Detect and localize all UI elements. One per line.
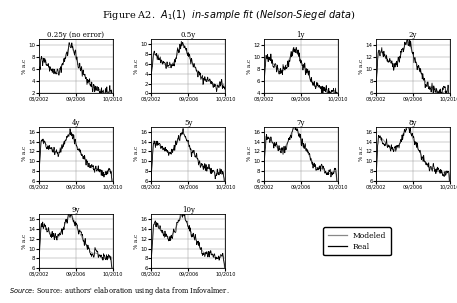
Title: 0.5y: 0.5y xyxy=(181,31,196,39)
Text: Figure A2.  $A_1(1)$  $\it{in}$-$\it{sample}$ $\it{fit}$ ($\it{Nelson}$-$\it{Sie: Figure A2. $A_1(1)$ $\it{in}$-$\it{sampl… xyxy=(101,8,356,22)
Y-axis label: % a.c: % a.c xyxy=(247,59,252,74)
Title: 5y: 5y xyxy=(184,119,192,127)
Legend: Modeled, Real: Modeled, Real xyxy=(323,227,391,255)
Title: 9y: 9y xyxy=(72,206,80,214)
Y-axis label: % a.c: % a.c xyxy=(359,59,364,74)
Y-axis label: % a.c: % a.c xyxy=(22,234,27,249)
Y-axis label: % a.c: % a.c xyxy=(247,146,252,161)
Y-axis label: % a.c: % a.c xyxy=(134,234,139,249)
Title: 10y: 10y xyxy=(182,206,195,214)
Title: 7y: 7y xyxy=(297,119,305,127)
Text: $\it{Source}$: Source: authors' elaboration using data from Infovalmer.: $\it{Source}$: Source: authors' elaborat… xyxy=(9,285,230,297)
Y-axis label: % a.c: % a.c xyxy=(22,146,27,161)
Title: 4y: 4y xyxy=(72,119,80,127)
Title: 8y: 8y xyxy=(409,119,417,127)
Title: 1y: 1y xyxy=(297,31,305,39)
Title: 2y: 2y xyxy=(409,31,417,39)
Y-axis label: % a.c: % a.c xyxy=(22,59,27,74)
Title: 0.25y (no error): 0.25y (no error) xyxy=(48,31,104,39)
Y-axis label: % a.c: % a.c xyxy=(134,146,139,161)
Y-axis label: % a.c: % a.c xyxy=(359,146,364,161)
Y-axis label: % a.c: % a.c xyxy=(134,59,139,74)
